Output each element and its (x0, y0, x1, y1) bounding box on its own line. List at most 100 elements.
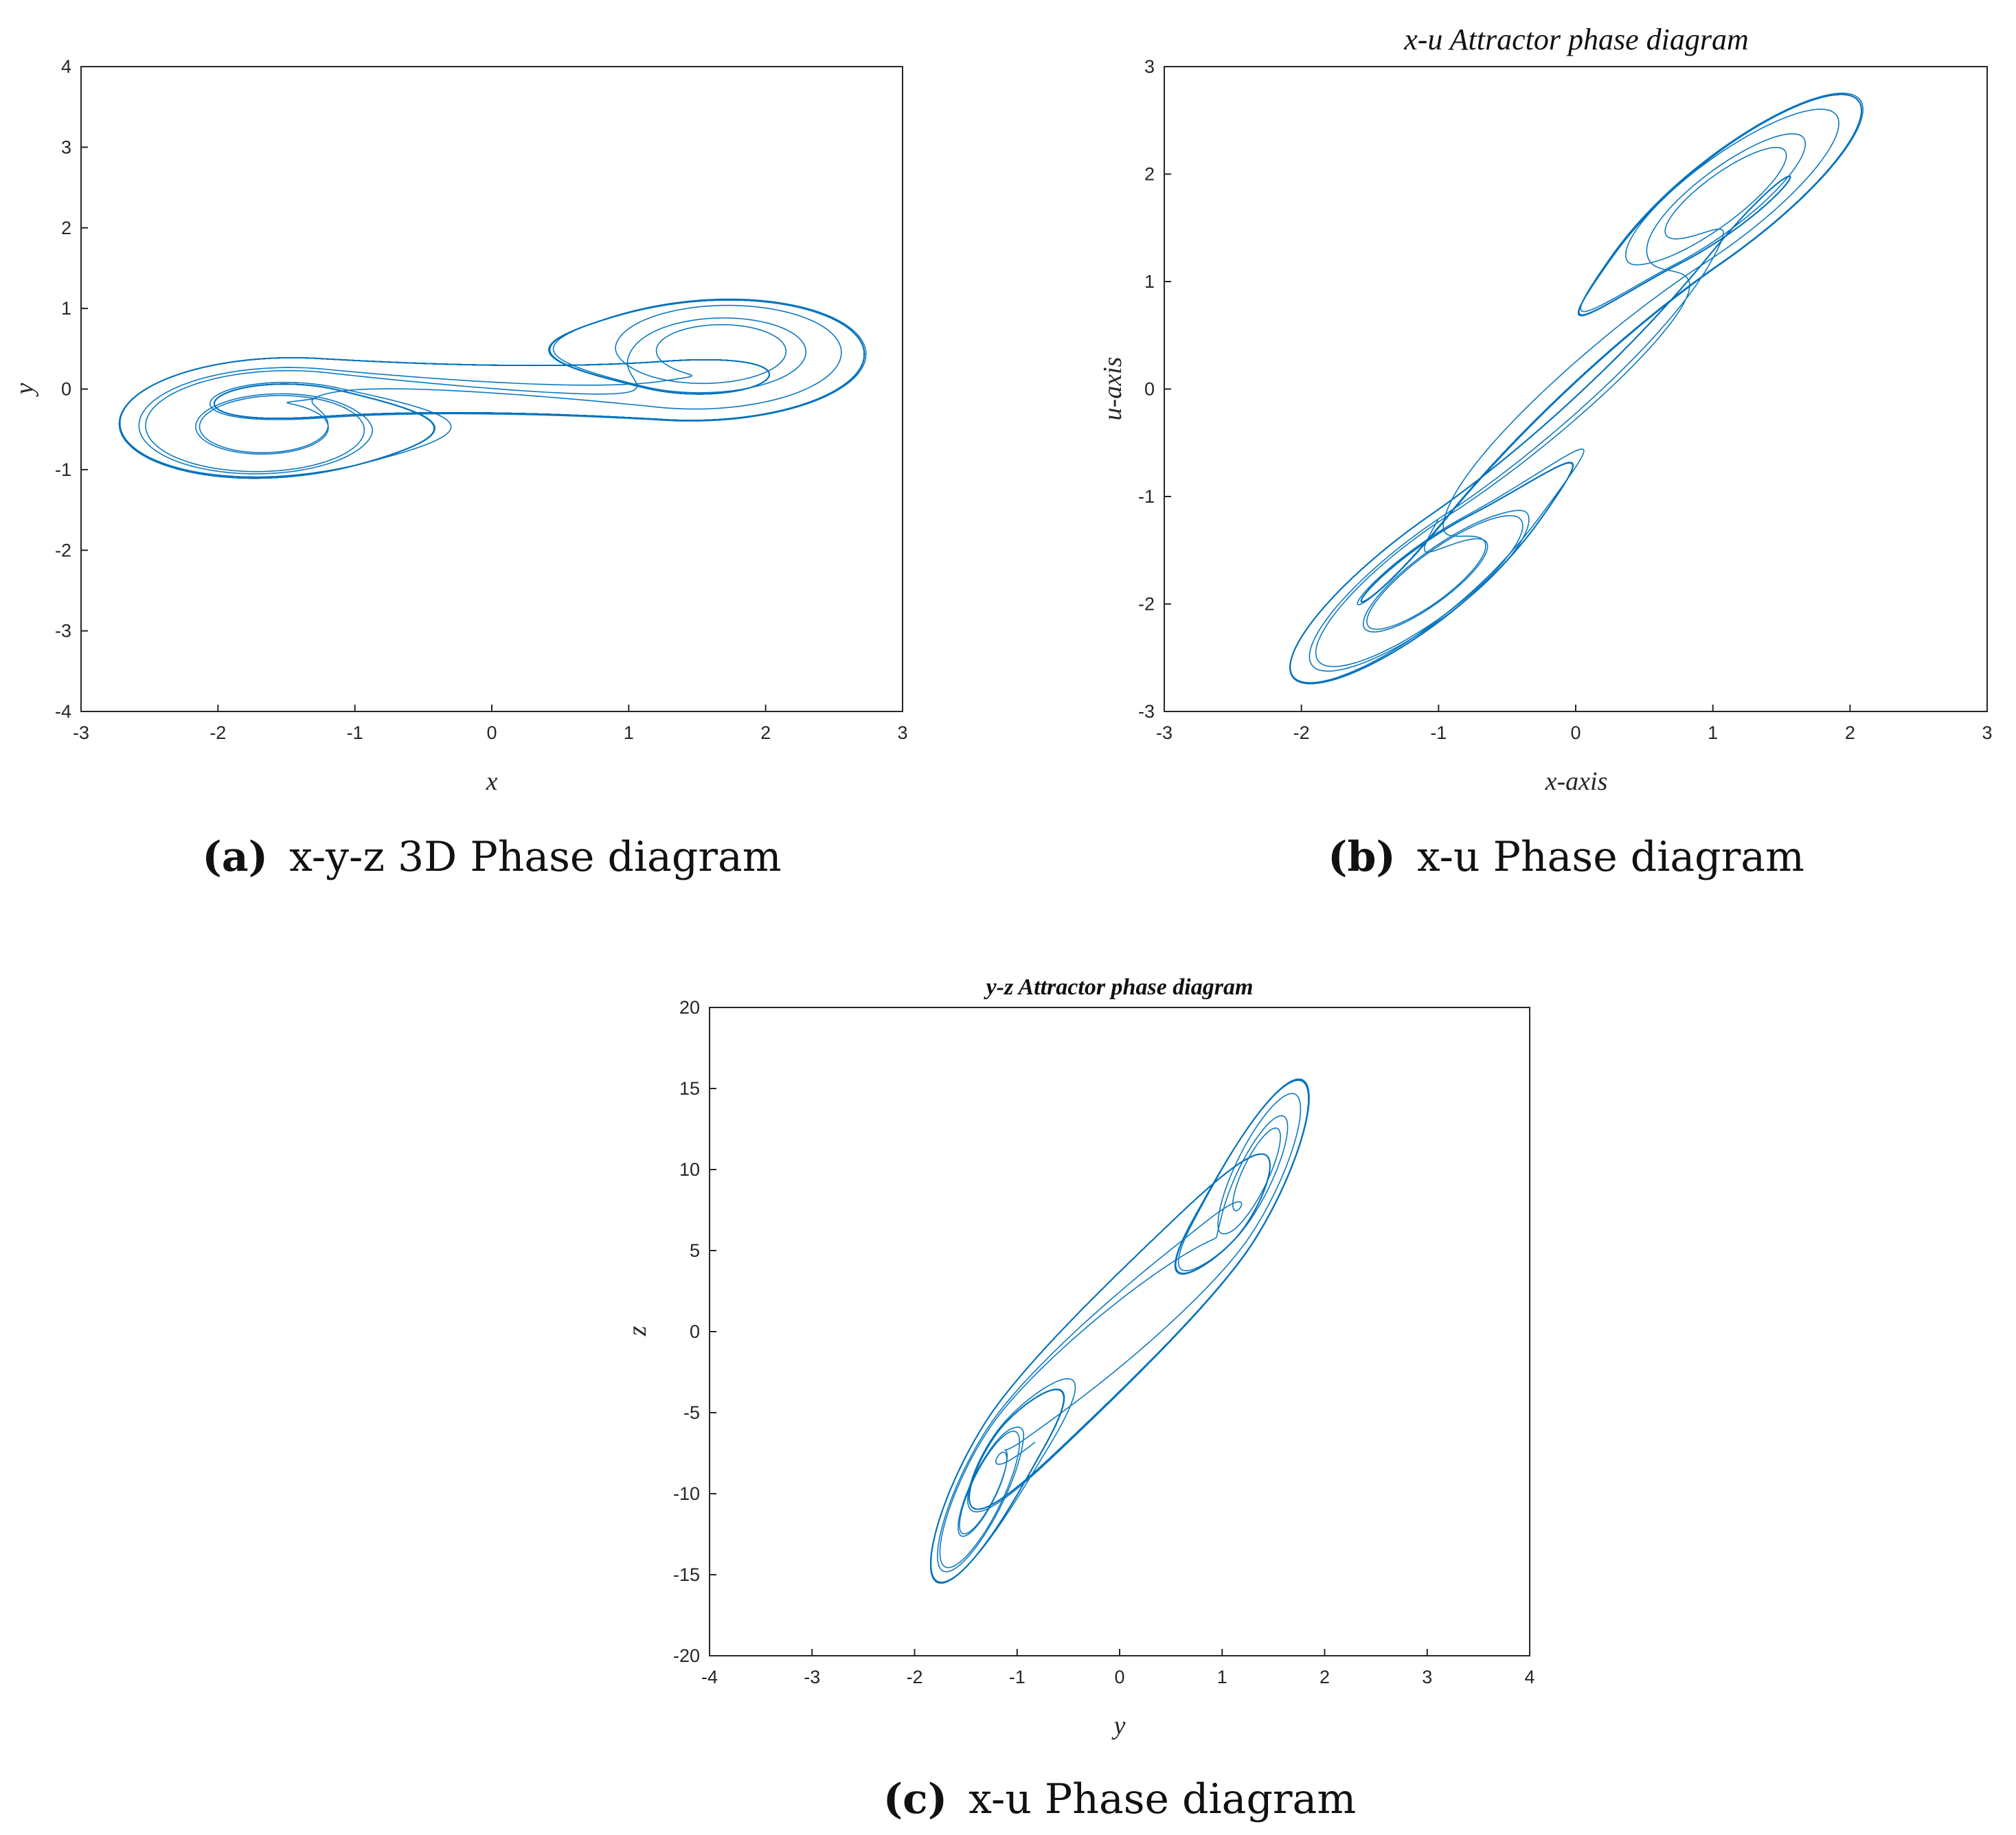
x-tick-label: -1 (347, 722, 363, 743)
trajectory-segment (1289, 93, 1862, 685)
y-tick-label: 10 (679, 1159, 700, 1180)
trajectory-segment (930, 1080, 1309, 1584)
plot-b-x-ticks: -3 -2 -1 0 1 2 3 (1156, 705, 1993, 743)
y-tick-label: 3 (61, 137, 71, 157)
trajectory-segment (1289, 93, 1862, 685)
trajectory-segment (118, 299, 865, 479)
x-tick-label: 0 (1114, 1667, 1124, 1687)
y-tick-label: -3 (1138, 701, 1155, 722)
plot-b-y-ticks: 3 2 1 0 -1 -2 -3 (1138, 56, 1171, 722)
caption-c-text: x-u Phase diagram (969, 1775, 1356, 1823)
trajectory-segment (1289, 93, 1862, 685)
trajectory-segment (930, 1080, 1309, 1584)
x-tick-label: 3 (897, 722, 907, 743)
x-tick-label: 3 (1422, 1667, 1432, 1687)
x-tick-label: -3 (1156, 722, 1173, 743)
trajectory-segment (138, 298, 867, 475)
x-tick-label: 1 (1708, 722, 1718, 743)
y-tick-label: 2 (1144, 164, 1155, 185)
x-tick-label: 4 (1524, 1667, 1534, 1687)
y-tick-label: 4 (61, 56, 71, 77)
trajectory-segment (930, 1080, 1309, 1584)
plot-c-y-ticks: 20 15 10 5 0 -5 -10 -15 -20 (673, 997, 716, 1666)
plot-a-x-ticks: -3 -2 -1 0 1 2 3 (73, 705, 908, 743)
y-tick-label: 15 (679, 1078, 700, 1099)
x-tick-label: -1 (1430, 722, 1447, 743)
trajectory-segment (1289, 93, 1862, 685)
x-tick-label: 2 (1320, 1667, 1330, 1687)
trajectory-segment (930, 1080, 1309, 1584)
trajectory-segment (930, 1080, 1309, 1584)
x-tick-label: 1 (1217, 1667, 1227, 1687)
trajectory-segment (930, 1080, 1309, 1584)
plot-c-y-label: z (623, 1325, 652, 1336)
x-tick-label: 0 (1570, 722, 1581, 743)
y-tick-label: 0 (690, 1321, 700, 1342)
y-tick-label: 3 (1144, 56, 1155, 77)
caption-a: (a) x-y-z 3D Phase diagram (202, 833, 781, 881)
plot-a-trajectory (118, 298, 867, 479)
plot-b-trajectory (1289, 92, 1864, 685)
trajectory-segment (1289, 93, 1862, 685)
x-tick-label: -1 (1009, 1667, 1026, 1687)
y-tick-label: -1 (1138, 486, 1155, 507)
trajectory-segment (930, 1080, 1309, 1584)
panel-b-xu-phase-diagram: x-u Attractor phase diagram -3 -2 -1 0 1 2 3 3… (1098, 23, 1993, 881)
trajectory-segment (1289, 93, 1862, 685)
trajectory-segment (1289, 93, 1862, 685)
y-tick-label: -20 (673, 1645, 700, 1666)
trajectory-segment (930, 1080, 1309, 1584)
trajectory-segment (930, 1080, 1309, 1584)
x-tick-label: 1 (624, 722, 634, 743)
y-tick-label: 1 (61, 298, 71, 319)
caption-a-letter: (a) (202, 833, 268, 881)
x-tick-label: -3 (73, 722, 89, 743)
y-tick-label: -10 (673, 1483, 700, 1504)
trajectory-segment (1289, 93, 1862, 685)
x-tick-label: -2 (209, 722, 226, 743)
plot-c-x-ticks: -4 -3 -2 -1 0 1 2 3 4 (701, 1649, 1535, 1687)
plot-a-x-label: x (486, 767, 498, 796)
y-tick-label: 2 (61, 218, 71, 238)
caption-a-text: x-y-z 3D Phase diagram (289, 833, 782, 881)
trajectory-segment (930, 1080, 1309, 1584)
trajectory-segment (1309, 92, 1864, 672)
caption-b-letter: (b) (1328, 833, 1396, 881)
plot-c-axes-box (709, 1007, 1530, 1656)
trajectory-segment (930, 1080, 1309, 1584)
plot-c-x-label: y (1111, 1711, 1126, 1740)
x-tick-label: -4 (701, 1667, 718, 1687)
y-tick-label: -5 (683, 1402, 700, 1423)
x-tick-label: -3 (804, 1667, 820, 1687)
plot-a-axes-box (80, 66, 903, 712)
trajectory-segment (930, 1080, 1309, 1584)
plot-b-y-label: u-axis (1098, 357, 1127, 421)
x-tick-label: -2 (1293, 722, 1310, 743)
x-tick-label: -2 (906, 1667, 922, 1687)
caption-c-letter: (c) (883, 1775, 947, 1823)
trajectory-segment (1289, 93, 1862, 685)
trajectory-segment (937, 1078, 1310, 1573)
plot-a-y-ticks: 4 3 2 1 0 -1 -2 -3 -4 (55, 56, 88, 722)
trajectory-segment (930, 1080, 1309, 1584)
plot-b-x-label: x-axis (1545, 767, 1608, 796)
caption-b: (b) x-u Phase diagram (1328, 833, 1804, 881)
trajectory-segment (930, 1080, 1309, 1584)
x-tick-label: 3 (1982, 722, 1992, 743)
y-tick-label: 20 (679, 997, 700, 1018)
trajectory-segment (930, 1080, 1309, 1584)
plot-a-y-label: y (10, 383, 39, 397)
trajectory-segment (1289, 93, 1862, 685)
trajectory-segment (1289, 93, 1862, 685)
y-tick-label: 0 (1144, 379, 1155, 400)
trajectory-segment (930, 1080, 1309, 1584)
trajectory-segment (1289, 93, 1862, 685)
plot-b-title: x-u Attractor phase diagram (1403, 23, 1749, 56)
y-tick-label: -2 (1138, 594, 1155, 615)
trajectory-segment (1289, 93, 1862, 685)
y-tick-label: -15 (673, 1564, 700, 1585)
trajectory-segment (1289, 93, 1862, 685)
trajectory-segment (1289, 93, 1862, 685)
y-tick-label: -2 (55, 540, 71, 560)
